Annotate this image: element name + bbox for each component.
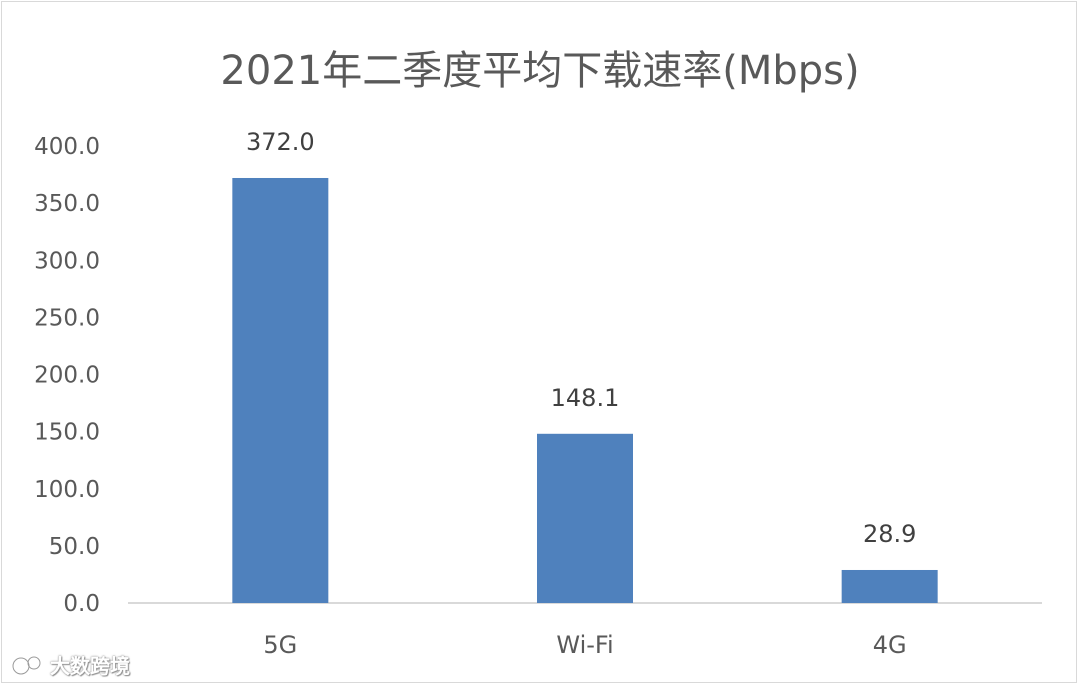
data-label: 148.1 xyxy=(551,384,620,412)
x-tick-label: Wi-Fi xyxy=(556,631,613,659)
x-tick-label: 4G xyxy=(873,631,907,659)
chart-title: 2021年二季度平均下载速率(Mbps) xyxy=(220,48,860,94)
y-tick-label: 350.0 xyxy=(34,191,100,217)
bar-4g xyxy=(841,569,938,603)
y-tick-label: 400.0 xyxy=(34,134,100,160)
watermark: 大数跨境 xyxy=(10,650,130,679)
x-tick-label: 5G xyxy=(263,631,297,659)
data-label: 372.0 xyxy=(246,128,315,156)
y-tick-label: 100.0 xyxy=(34,477,100,503)
data-labels: 372.0 148.1 28.9 xyxy=(246,128,916,548)
bar-5g xyxy=(232,177,329,604)
data-label: 28.9 xyxy=(863,520,916,548)
y-tick-label: 150.0 xyxy=(34,420,100,446)
x-axis-ticks: 5G Wi-Fi 4G xyxy=(263,631,906,659)
y-tick-label: 300.0 xyxy=(34,248,100,274)
brand-logo-icon xyxy=(11,655,42,675)
y-axis-ticks: 0.0 50.0 100.0 150.0 200.0 250.0 300.0 350.0 400… xyxy=(34,134,100,617)
y-tick-label: 0.0 xyxy=(63,591,100,617)
bars xyxy=(232,177,938,604)
watermark-text: 大数跨境 xyxy=(50,654,130,678)
y-tick-label: 200.0 xyxy=(34,363,100,389)
y-tick-label: 250.0 xyxy=(34,305,100,331)
y-tick-label: 50.0 xyxy=(49,534,100,560)
bar-wi-fi xyxy=(537,433,633,603)
